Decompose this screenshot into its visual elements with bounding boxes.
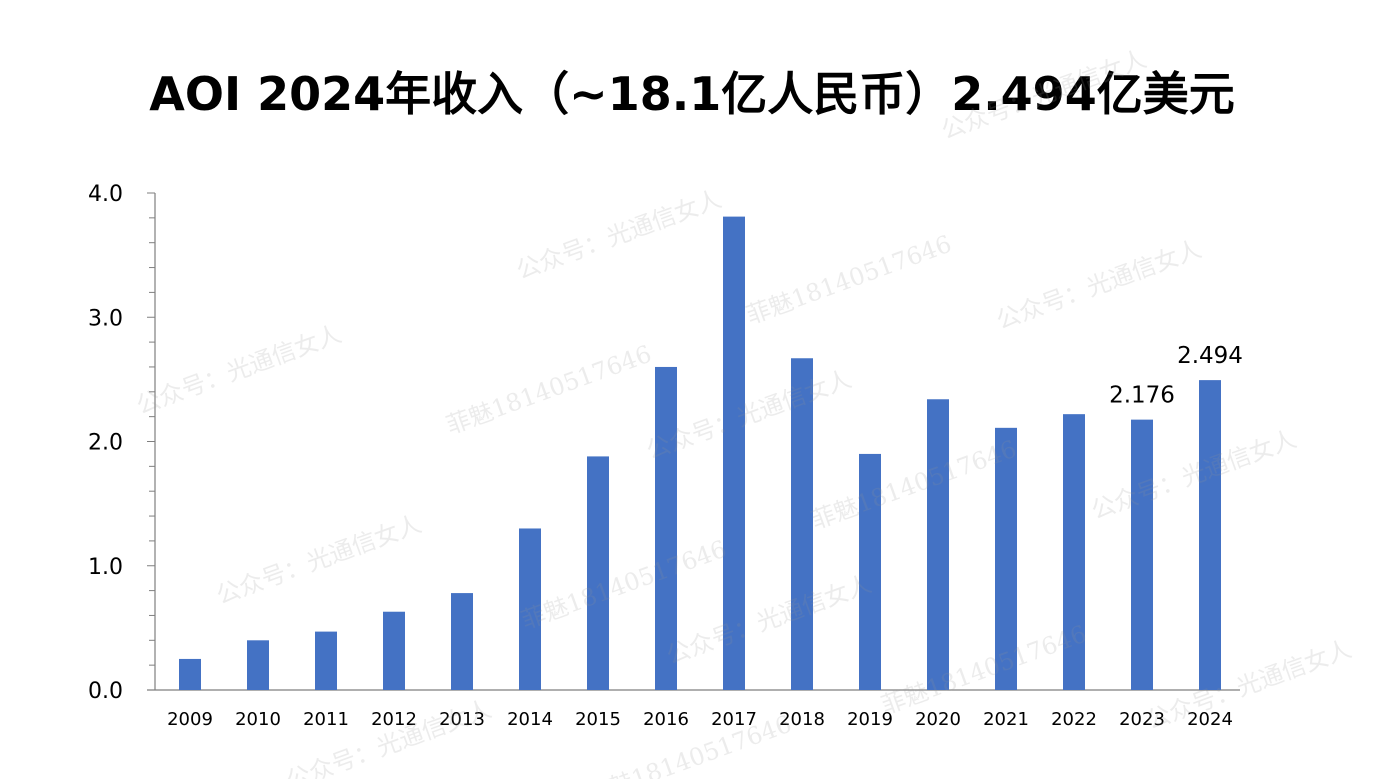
bar-2019 — [859, 453, 881, 690]
x-tick-label: 2020 — [915, 709, 961, 730]
x-tick-label: 2023 — [1119, 709, 1165, 730]
bar-2013 — [451, 593, 473, 690]
x-tick-label: 2022 — [1051, 709, 1097, 730]
data-label-2023: 2.176 — [1109, 383, 1175, 409]
chart-title: AOI 2024年收入（~18.1亿人民币）2.494亿美元 — [149, 67, 1235, 121]
bar-2015 — [587, 456, 609, 690]
bar-2014 — [519, 528, 541, 690]
bar-2022 — [1063, 414, 1085, 690]
x-tick-label: 2014 — [507, 709, 553, 730]
y-tick-label: 1.0 — [88, 555, 123, 580]
x-tick-label: 2021 — [983, 709, 1029, 730]
x-tick-label: 2012 — [371, 709, 417, 730]
bar-2021 — [995, 427, 1017, 690]
x-tick-label: 2013 — [439, 709, 485, 730]
y-tick-label: 4.0 — [88, 182, 123, 207]
bar-2010 — [247, 640, 269, 690]
x-tick-label: 2019 — [847, 709, 893, 730]
bar-2017 — [723, 216, 745, 691]
y-tick-label: 3.0 — [88, 306, 123, 331]
x-tick-label: 2010 — [235, 709, 281, 730]
bar-2011 — [315, 631, 337, 690]
data-label-2024: 2.494 — [1177, 343, 1243, 369]
bar-2009 — [179, 658, 201, 690]
x-tick-label: 2024 — [1187, 709, 1233, 730]
y-tick-label: 2.0 — [88, 431, 123, 456]
x-tick-label: 2017 — [711, 709, 757, 730]
x-tick-label: 2016 — [643, 709, 689, 730]
x-tick-label: 2018 — [779, 709, 825, 730]
x-tick-label: 2011 — [303, 709, 349, 730]
bar-2024 — [1199, 380, 1221, 690]
y-tick-label: 0.0 — [88, 679, 123, 704]
bar-2016 — [655, 366, 677, 690]
bar-2018 — [791, 358, 813, 690]
bar-2012 — [383, 611, 405, 690]
x-tick-label: 2009 — [167, 709, 213, 730]
bar-2023 — [1131, 419, 1153, 690]
bar-2020 — [927, 399, 949, 690]
x-tick-label: 2015 — [575, 709, 621, 730]
